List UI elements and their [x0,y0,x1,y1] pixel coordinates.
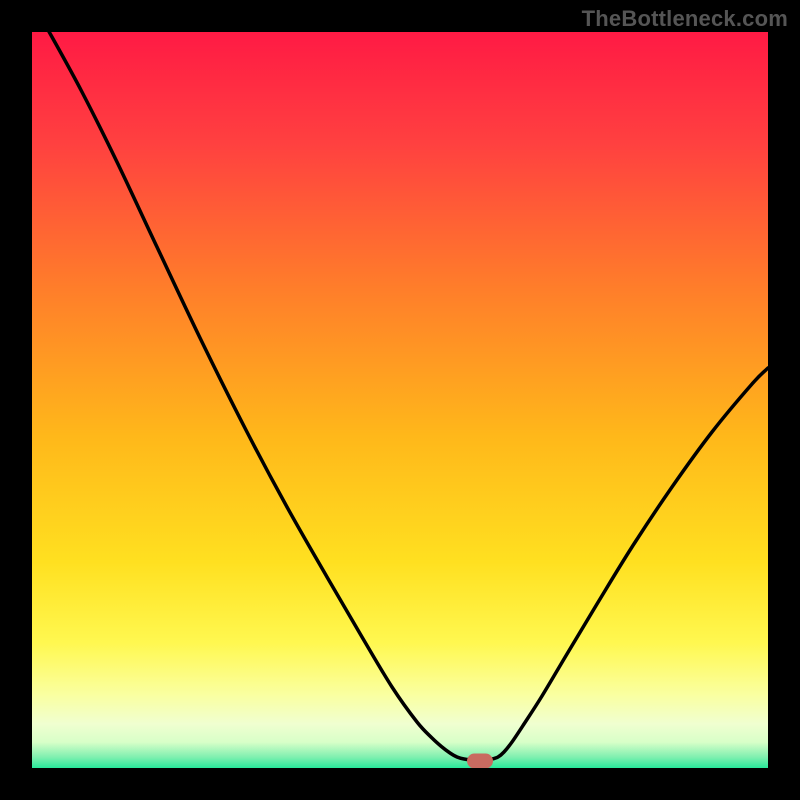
trough-marker [467,754,493,769]
bottleneck-curve [32,32,768,768]
attribution-text: TheBottleneck.com [582,6,788,32]
plot-area [32,32,768,768]
